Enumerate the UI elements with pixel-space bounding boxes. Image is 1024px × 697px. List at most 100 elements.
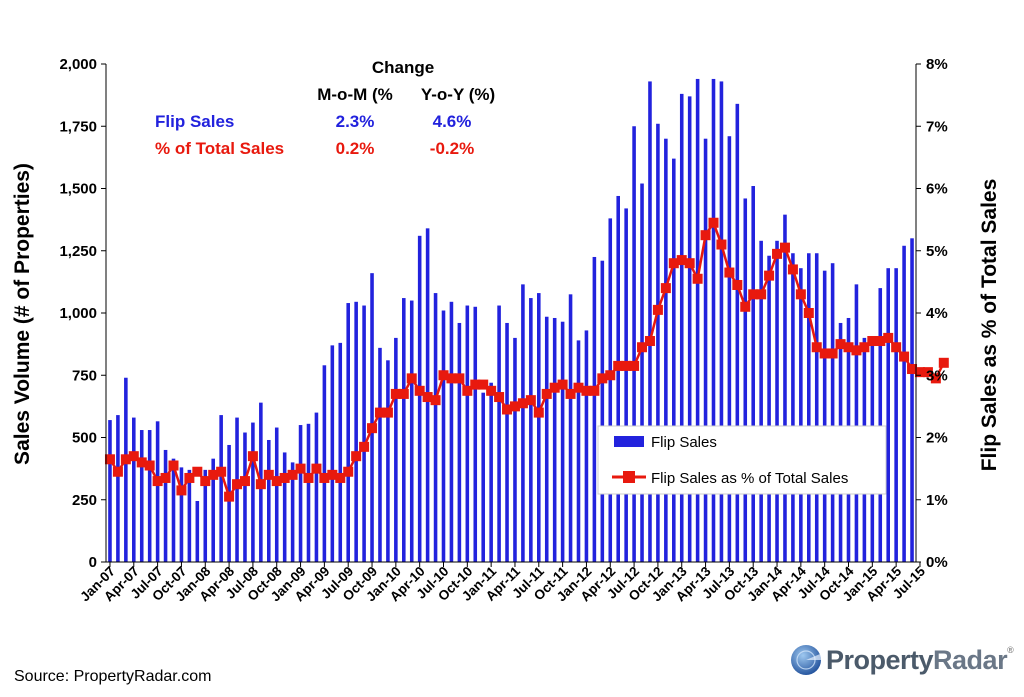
- flip-sales-bar: [775, 240, 779, 563]
- flip-pct-point: [676, 255, 687, 266]
- chart-legend: Flip Sales Flip Sales as % of Total Sale…: [597, 425, 887, 495]
- flip-sales-bar: [171, 458, 176, 562]
- y-right-tick-label: 8%: [926, 56, 948, 73]
- flip-pct-point: [930, 373, 941, 384]
- flip-sales-bar: [759, 240, 763, 563]
- flip-pct-point: [128, 451, 139, 462]
- flip-sales-bar: [298, 425, 303, 562]
- flip-pct-line: [104, 217, 949, 502]
- y-left-tick-label: 250: [72, 492, 97, 509]
- flip-sales-bar: [354, 301, 358, 562]
- flip-pct-point: [644, 336, 655, 347]
- flip-pct-point: [478, 379, 489, 390]
- flip-pct-point: [247, 451, 258, 462]
- flip-sales-bar: [719, 81, 724, 563]
- flip-sales-bar: [743, 198, 748, 562]
- y-right-tick-label: 7%: [926, 118, 948, 135]
- flip-sales-bar: [902, 245, 906, 562]
- legend-bar-swatch: [614, 436, 644, 447]
- flip-pct-point: [438, 370, 449, 381]
- flip-sales-bar: [306, 423, 311, 562]
- flip-sales-bar: [537, 293, 541, 562]
- radar-globe-icon: [791, 645, 822, 675]
- flip-sales-bar: [330, 345, 335, 562]
- flip-pct-point: [541, 388, 552, 399]
- flip-sales-bar: [830, 263, 835, 562]
- flip-sales-bar: [243, 432, 247, 562]
- flip-pct-point: [311, 463, 322, 474]
- flip-pct-point: [525, 395, 536, 406]
- y-left-tick-label: 0: [89, 554, 97, 571]
- flip-pct-point: [446, 373, 457, 384]
- flip-sales-bar: [346, 303, 350, 562]
- flip-pct-point: [748, 289, 759, 300]
- flip-sales-bar: [679, 93, 684, 562]
- flip-sales-bar: [211, 458, 215, 562]
- flip-pct-point: [652, 304, 663, 315]
- flip-sales-bar: [568, 294, 573, 562]
- flip-sales-bar: [703, 138, 708, 562]
- flip-sales-bar: [695, 78, 700, 562]
- flip-sales-bar: [282, 452, 287, 562]
- flip-pct-point: [144, 460, 155, 471]
- flip-pct-point: [660, 283, 671, 294]
- propertyradar-logo: PropertyRadar®: [790, 642, 1014, 678]
- flip-sales-bar: [394, 337, 398, 562]
- flip-sales-bar: [727, 136, 732, 562]
- flip-pct-point: [589, 385, 600, 396]
- legend-line-label: Flip Sales as % of Total Sales: [651, 470, 848, 487]
- y-left-tick-label: 1,500: [59, 181, 97, 198]
- y-left-tick-label: 2,000: [59, 56, 97, 73]
- flip-pct-point: [390, 388, 401, 399]
- flip-sales-bar: [616, 195, 620, 562]
- flip-pct-point: [851, 345, 862, 356]
- flip-pct-point: [120, 454, 131, 465]
- flip-pct-point: [343, 466, 354, 477]
- flip-pct-point: [716, 239, 727, 250]
- flip-pct-point: [795, 289, 806, 300]
- flip-sales-bar: [417, 235, 422, 562]
- flip-sales-bar: [560, 321, 565, 562]
- source-note: Source: PropertyRadar.com: [14, 668, 212, 685]
- flip-pct-point: [136, 457, 147, 468]
- flip-pct-point: [367, 423, 378, 434]
- flip-sales-bar: [108, 420, 112, 562]
- change-col-mom: M-o-M (%: [317, 85, 393, 104]
- flip-pct-point: [200, 476, 211, 487]
- y-right-tick-label: 0%: [926, 554, 948, 571]
- flip-sales-bar: [783, 214, 787, 562]
- flip-pct-point: [152, 476, 163, 487]
- y-left-axis-title: Sales Volume (# of Properties): [11, 163, 34, 465]
- flip-pct-point: [287, 469, 298, 480]
- flip-sales-bar: [576, 340, 581, 562]
- change-row-flip-yoy: 4.6%: [433, 112, 472, 131]
- change-row-pct-mom: 0.2%: [336, 139, 375, 158]
- flip-sales-bar: [886, 268, 890, 562]
- flip-pct-point: [573, 382, 584, 393]
- flip-sales-bar: [624, 208, 628, 563]
- flip-sales-bar: [489, 382, 493, 562]
- flip-sales-bar: [687, 96, 692, 563]
- flip-pct-point: [684, 258, 695, 269]
- flip-pct-point: [867, 336, 878, 347]
- flip-pct-point: [835, 339, 846, 350]
- flip-pct-point: [740, 301, 751, 312]
- flip-sales-bar: [910, 238, 914, 563]
- flip-pct-point: [811, 342, 822, 353]
- flip-sales-bar: [402, 298, 406, 562]
- flip-pct-point: [494, 392, 505, 403]
- flip-pct-point: [295, 463, 306, 474]
- flip-sales-bar: [251, 422, 255, 562]
- flip-sales-bar: [147, 430, 152, 562]
- flip-pct-point: [430, 395, 441, 406]
- flip-pct-point: [899, 351, 910, 362]
- flip-pct-point: [764, 270, 775, 281]
- flip-pct-point: [597, 373, 608, 384]
- flip-sales-bar: [338, 342, 343, 562]
- flip-sales-bar: [521, 284, 525, 562]
- flip-pct-point: [422, 392, 433, 403]
- y-left-tick-label: 750: [72, 367, 97, 384]
- flip-pct-point: [255, 479, 266, 490]
- y-left-tick-label: 1,000: [59, 305, 97, 322]
